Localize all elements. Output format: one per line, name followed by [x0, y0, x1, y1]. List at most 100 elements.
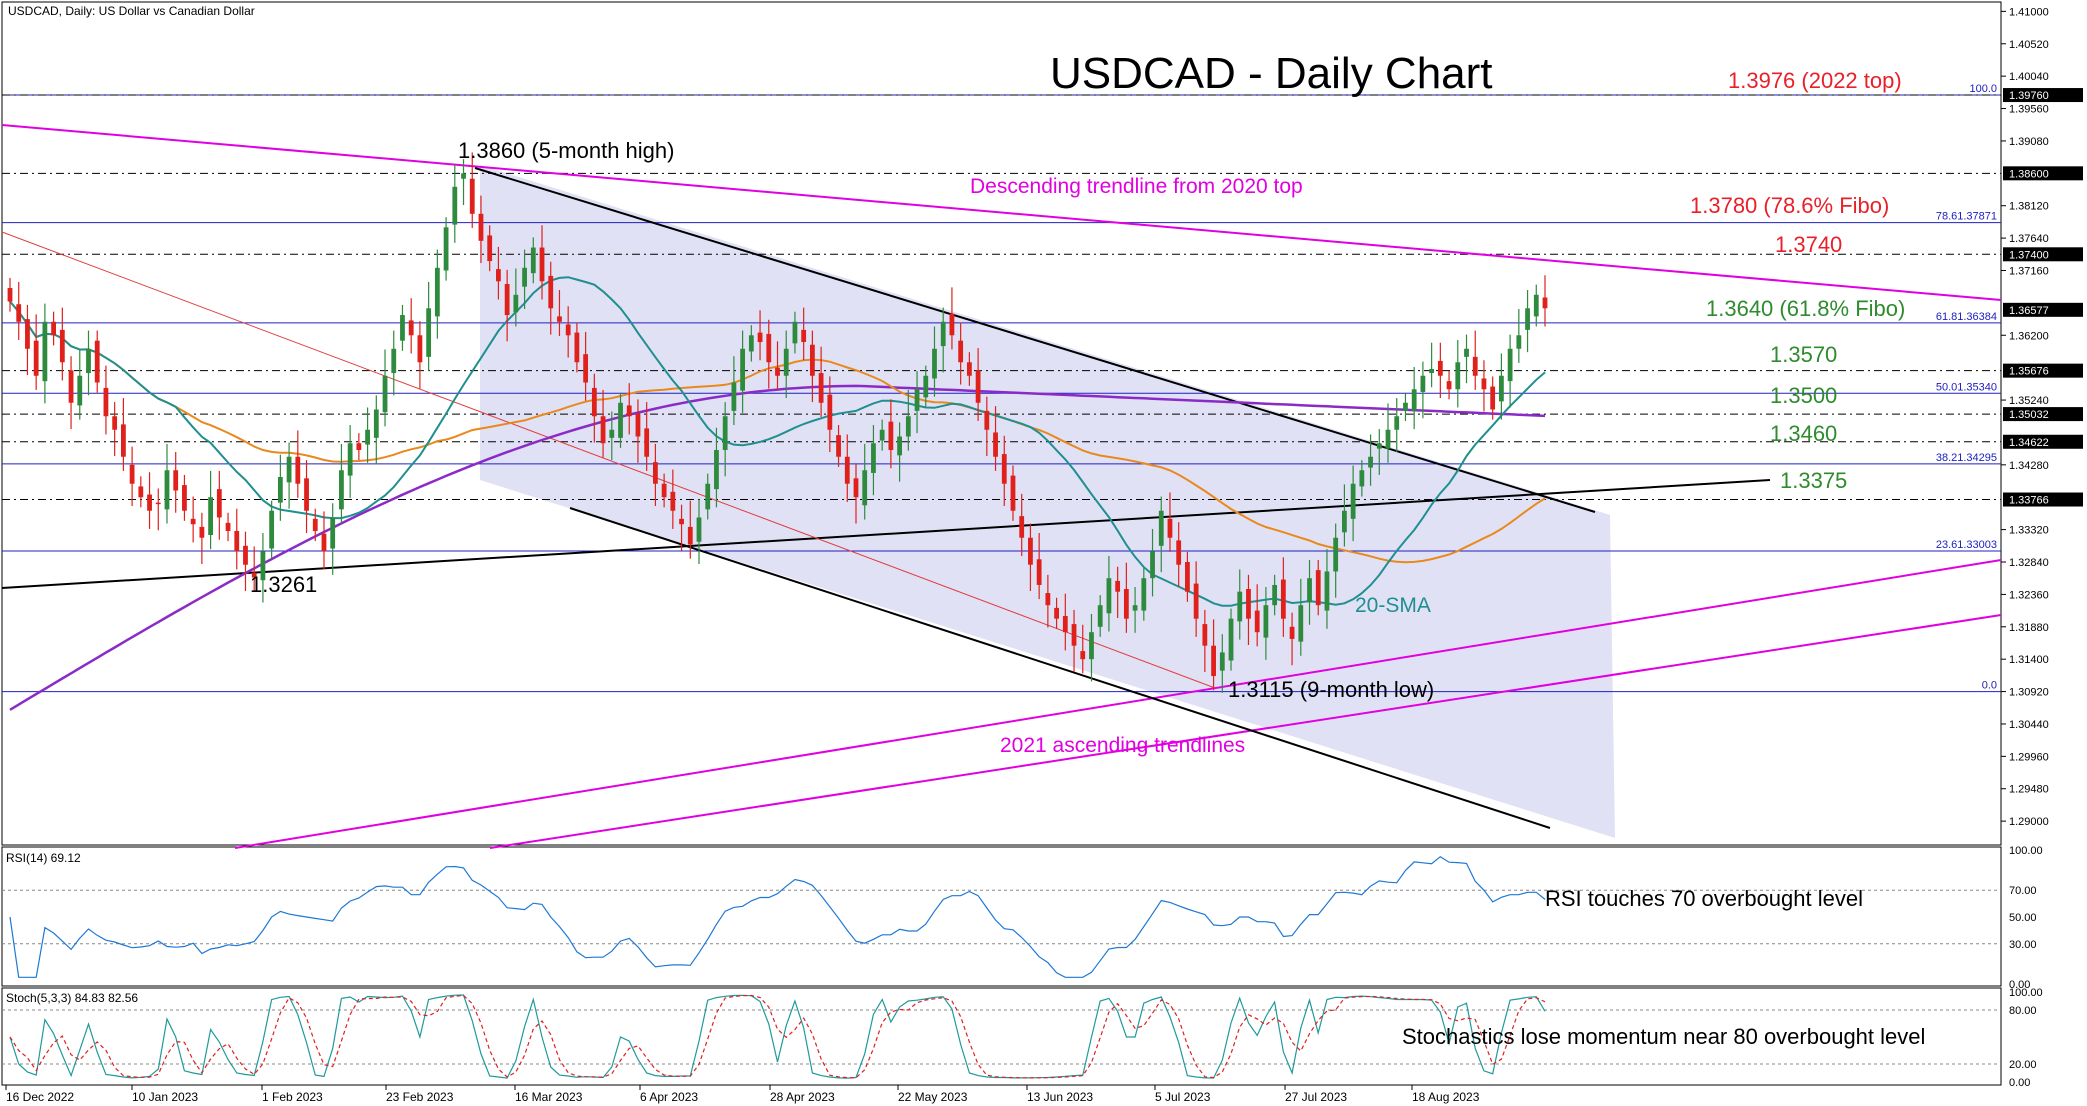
- fibo-label: 61.81.36384: [1936, 311, 1997, 323]
- candle-body: [809, 344, 815, 376]
- candle-body: [7, 288, 13, 302]
- candle-body: [1385, 429, 1391, 449]
- price-highlight-label: 1.35032: [2009, 409, 2049, 421]
- candle-body: [1115, 580, 1121, 592]
- candle-body: [714, 449, 719, 490]
- candle-body: [243, 545, 248, 565]
- candle-body: [1298, 605, 1304, 642]
- candle-body: [1158, 510, 1164, 546]
- date-tick: 27 Jul 2023: [1285, 1090, 1347, 1104]
- candle-body: [234, 530, 240, 552]
- date-tick: 5 Jul 2023: [1155, 1090, 1211, 1104]
- channel-lower: [569, 507, 1551, 829]
- candle-body: [1263, 605, 1269, 638]
- candle-body: [1045, 593, 1051, 606]
- candle-body: [365, 429, 370, 445]
- date-tick: 10 Jan 2023: [132, 1090, 198, 1104]
- candle-body: [827, 394, 833, 430]
- candle-body: [391, 348, 397, 374]
- candle-body: [1089, 632, 1094, 660]
- candle-body: [1437, 360, 1443, 376]
- candle-body: [1080, 651, 1086, 660]
- price-highlight-bg: [2003, 166, 2083, 181]
- candle-body: [330, 517, 336, 549]
- candle-body: [1071, 624, 1077, 646]
- price-highlight-label: 1.34622: [2009, 437, 2049, 449]
- stoch-tick: 0.00: [2009, 1077, 2030, 1089]
- candle-body: [905, 416, 911, 437]
- price-highlight-bg: [2003, 407, 2083, 422]
- candle-body: [958, 340, 964, 363]
- annotation-5-month-high: 1.3860 (5-month high): [458, 138, 674, 163]
- candle-body: [932, 348, 937, 379]
- candle-body: [1455, 362, 1461, 390]
- candle-body: [426, 308, 432, 357]
- candle-body: [25, 319, 30, 349]
- candle-body: [487, 235, 493, 262]
- price-tick: 1.39560: [2009, 104, 2049, 116]
- date-tick: 16 Dec 2022: [6, 1090, 74, 1104]
- stoch-tick: 20.00: [2009, 1059, 2037, 1071]
- candle-body: [888, 421, 894, 450]
- candle-body: [853, 478, 859, 498]
- candle-body: [216, 489, 222, 518]
- price-tick: 1.40040: [2009, 71, 2049, 83]
- candle-body: [1516, 335, 1522, 349]
- rsi-note: RSI touches 70 overbought level: [1545, 886, 1863, 911]
- candle-body: [1132, 605, 1138, 611]
- candle-body: [182, 485, 187, 511]
- candle-body: [783, 348, 789, 376]
- candle-body: [1533, 294, 1539, 317]
- candle-body: [1001, 454, 1007, 484]
- candle-body: [1036, 559, 1042, 585]
- candle-body: [696, 517, 702, 542]
- candle-body: [1054, 607, 1059, 619]
- candle-body: [286, 456, 292, 483]
- candle-body: [975, 370, 981, 403]
- fibonacci-levels: 100.0 78.61.37871 61.81.36384 50.01.35340 38…: [2, 83, 2001, 693]
- chart-title: USDCAD - Daily Chart: [1050, 49, 1493, 98]
- candle-body: [1490, 386, 1496, 410]
- candle-body: [923, 375, 929, 398]
- candle-body: [862, 470, 868, 506]
- candle-body: [1315, 570, 1321, 606]
- price-highlight-bg: [2003, 492, 2083, 507]
- candle-body: [949, 313, 955, 336]
- candle-body: [1237, 591, 1243, 622]
- candle-body: [94, 340, 100, 383]
- price-tick: 1.29000: [2009, 816, 2049, 828]
- candle-body: [897, 436, 903, 456]
- candle-body: [1368, 456, 1373, 468]
- candle-body: [1342, 510, 1347, 533]
- price-tick: 1.35240: [2009, 395, 2049, 407]
- ascending-trendline-2: [489, 614, 2002, 849]
- candle-body: [574, 332, 580, 363]
- candle-body: [400, 315, 405, 341]
- candle-body: [731, 382, 737, 411]
- date-tick: 18 Aug 2023: [1412, 1090, 1480, 1104]
- candle-body: [1420, 375, 1426, 392]
- price-tick: 1.32840: [2009, 557, 2049, 569]
- candle-body: [1219, 652, 1225, 671]
- candle-body: [740, 348, 746, 391]
- annotation-1374: 1.3740: [1775, 232, 1842, 257]
- candle-body: [844, 456, 850, 484]
- date-tick: 6 Apr 2023: [640, 1090, 698, 1104]
- candle-body: [59, 329, 65, 363]
- price-tick: 1.39080: [2009, 136, 2049, 148]
- candle-body: [792, 321, 798, 344]
- candle-body: [129, 464, 135, 484]
- candle-body: [993, 432, 998, 457]
- candle-body: [1150, 551, 1155, 579]
- candle-body: [914, 389, 920, 411]
- candle-body: [269, 510, 275, 549]
- candle-body: [1106, 578, 1112, 614]
- candle-body: [1376, 443, 1382, 449]
- candle-body: [626, 405, 632, 417]
- candle-body: [679, 518, 684, 525]
- price-tick: 1.40520: [2009, 39, 2049, 51]
- candle-body: [548, 275, 554, 309]
- candle-body: [155, 502, 161, 505]
- price-tick: 1.36200: [2009, 330, 2049, 342]
- candle-body: [635, 413, 641, 437]
